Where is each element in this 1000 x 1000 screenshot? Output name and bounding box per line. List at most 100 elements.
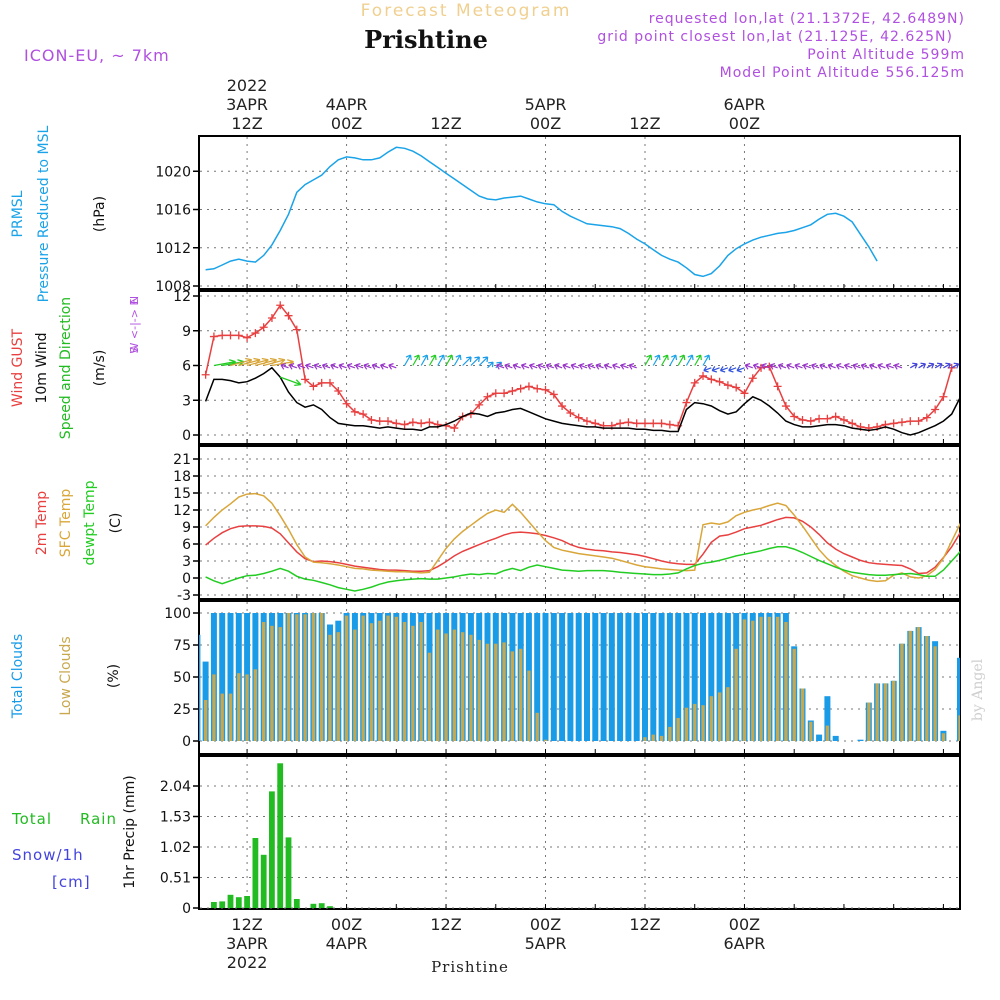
low-clouds-bar — [684, 707, 689, 741]
gust-point-marker — [483, 392, 492, 401]
wind-arrow — [702, 354, 711, 366]
model-altitude: Model Point Altitude 556.125m — [720, 65, 965, 81]
total-bar — [310, 903, 317, 908]
wind-arrow — [428, 354, 437, 366]
wind-arrow — [512, 363, 521, 370]
ytick-label: 9 — [182, 324, 191, 340]
wind-arrow — [852, 363, 861, 370]
total-clouds-bar — [716, 613, 723, 741]
wind-10m-label: 10m Wind — [34, 332, 50, 403]
precip-frame — [198, 755, 961, 910]
sfc-temp-series-line — [205, 492, 960, 583]
wind-arrow — [744, 363, 753, 370]
total-bar — [244, 896, 250, 908]
temp-2m-label: 2m Temp — [34, 491, 50, 555]
total-clouds-bar — [824, 696, 831, 741]
low-clouds-bar — [311, 613, 316, 741]
wind-arrow — [612, 363, 621, 370]
gust-point-marker — [806, 417, 815, 426]
pressure-plot-area — [205, 146, 878, 278]
time-axis-label: 12Z — [231, 114, 262, 133]
low-clouds-bar — [228, 693, 233, 741]
ytick-label: -3 — [177, 588, 191, 604]
gust-point-marker — [342, 399, 351, 408]
low-clouds-bar — [718, 692, 722, 741]
gust-point-marker — [574, 413, 583, 422]
wind-arrow — [305, 363, 314, 370]
gust-point-marker — [317, 378, 326, 387]
total-bar — [269, 791, 275, 908]
time-axis-label: 12Z — [629, 114, 660, 133]
wind-arrow — [652, 354, 661, 366]
low-clouds-bar — [353, 629, 357, 741]
precip-side-labels: Total Rain Snow/1h [cm] 1hr Precip (mm) — [11, 775, 138, 891]
total-clouds-bar — [592, 613, 599, 741]
ytick-label: 1016 — [155, 203, 191, 219]
wind-arrow — [603, 363, 613, 370]
gust-point-marker — [301, 375, 310, 384]
low-clouds-bar — [378, 620, 382, 741]
low-clouds-bar — [303, 614, 307, 741]
wind-arrow — [802, 363, 811, 370]
ytick-label: 100 — [164, 606, 191, 622]
wind-arrow — [355, 363, 364, 370]
low-clouds-bar — [875, 683, 879, 741]
wind-arrow — [909, 362, 918, 369]
gust-point-marker — [649, 419, 658, 428]
wind-side-labels: Wind GUST 10m Wind Speed and Direction (… — [10, 296, 141, 439]
wind-panel: 0 3 6 9 12 — [173, 289, 961, 445]
wind-arrow — [628, 363, 637, 370]
total-clouds-bar — [608, 613, 615, 741]
ytick-label: 50 — [173, 670, 191, 686]
low-clouds-bar — [825, 725, 829, 741]
low-clouds-bar — [295, 614, 299, 741]
wind-arrow — [786, 363, 795, 370]
total-clouds-bar — [550, 613, 557, 741]
low-clouds-bar — [776, 616, 780, 741]
ytick-label: 0 — [182, 901, 191, 917]
gust-point-marker — [276, 301, 285, 310]
low-clouds-bar — [361, 615, 365, 741]
gust-point-marker — [417, 419, 426, 428]
time-axis-label: 00Z — [331, 915, 362, 934]
pressure-series-line — [205, 146, 878, 278]
gust-point-marker — [566, 408, 575, 417]
total-clouds-bar — [219, 613, 226, 741]
total-bar — [260, 854, 267, 908]
total-clouds-bar — [559, 613, 566, 741]
time-axis-label: 00Z — [331, 114, 362, 133]
low-clouds-bar — [204, 700, 208, 741]
time-axis-label: 00Z — [729, 915, 760, 934]
wind-arrow — [769, 363, 778, 370]
total-clouds-bar — [724, 613, 731, 741]
clouds-panel: 0 25 50 75 100 — [164, 600, 961, 755]
low-clouds-bar — [535, 712, 539, 741]
total-bar — [227, 894, 234, 908]
time-axis-label: 2022 — [227, 953, 268, 972]
wind-arrow — [388, 363, 397, 370]
wind-arrow — [470, 356, 480, 366]
clouds-plot-area — [199, 613, 960, 741]
total-clouds-bar — [957, 657, 960, 741]
low-clouds-bar — [461, 632, 465, 741]
gust-point-marker — [848, 419, 857, 428]
ytick-label: 25 — [173, 702, 191, 718]
low-clouds-bar — [336, 632, 340, 741]
low-clouds-bar — [792, 648, 796, 741]
gust-point-marker — [209, 332, 218, 341]
low-clouds-bar — [726, 687, 730, 741]
low-clouds-bar — [494, 643, 498, 741]
wind-arrow — [545, 363, 555, 370]
wind-arrow — [504, 363, 513, 370]
low-clouds-bar — [651, 734, 655, 741]
gust-point-marker — [699, 371, 708, 380]
total-clouds-bar — [700, 613, 706, 741]
wind-arrow — [562, 363, 571, 370]
temp-dewpt-label: dewpt Temp — [82, 480, 98, 565]
wind-arrow — [412, 354, 421, 366]
gust-point-marker — [475, 400, 484, 409]
total-clouds-bar — [625, 613, 632, 741]
total-clouds-bar — [542, 613, 549, 741]
low-clouds-bar — [659, 735, 664, 741]
